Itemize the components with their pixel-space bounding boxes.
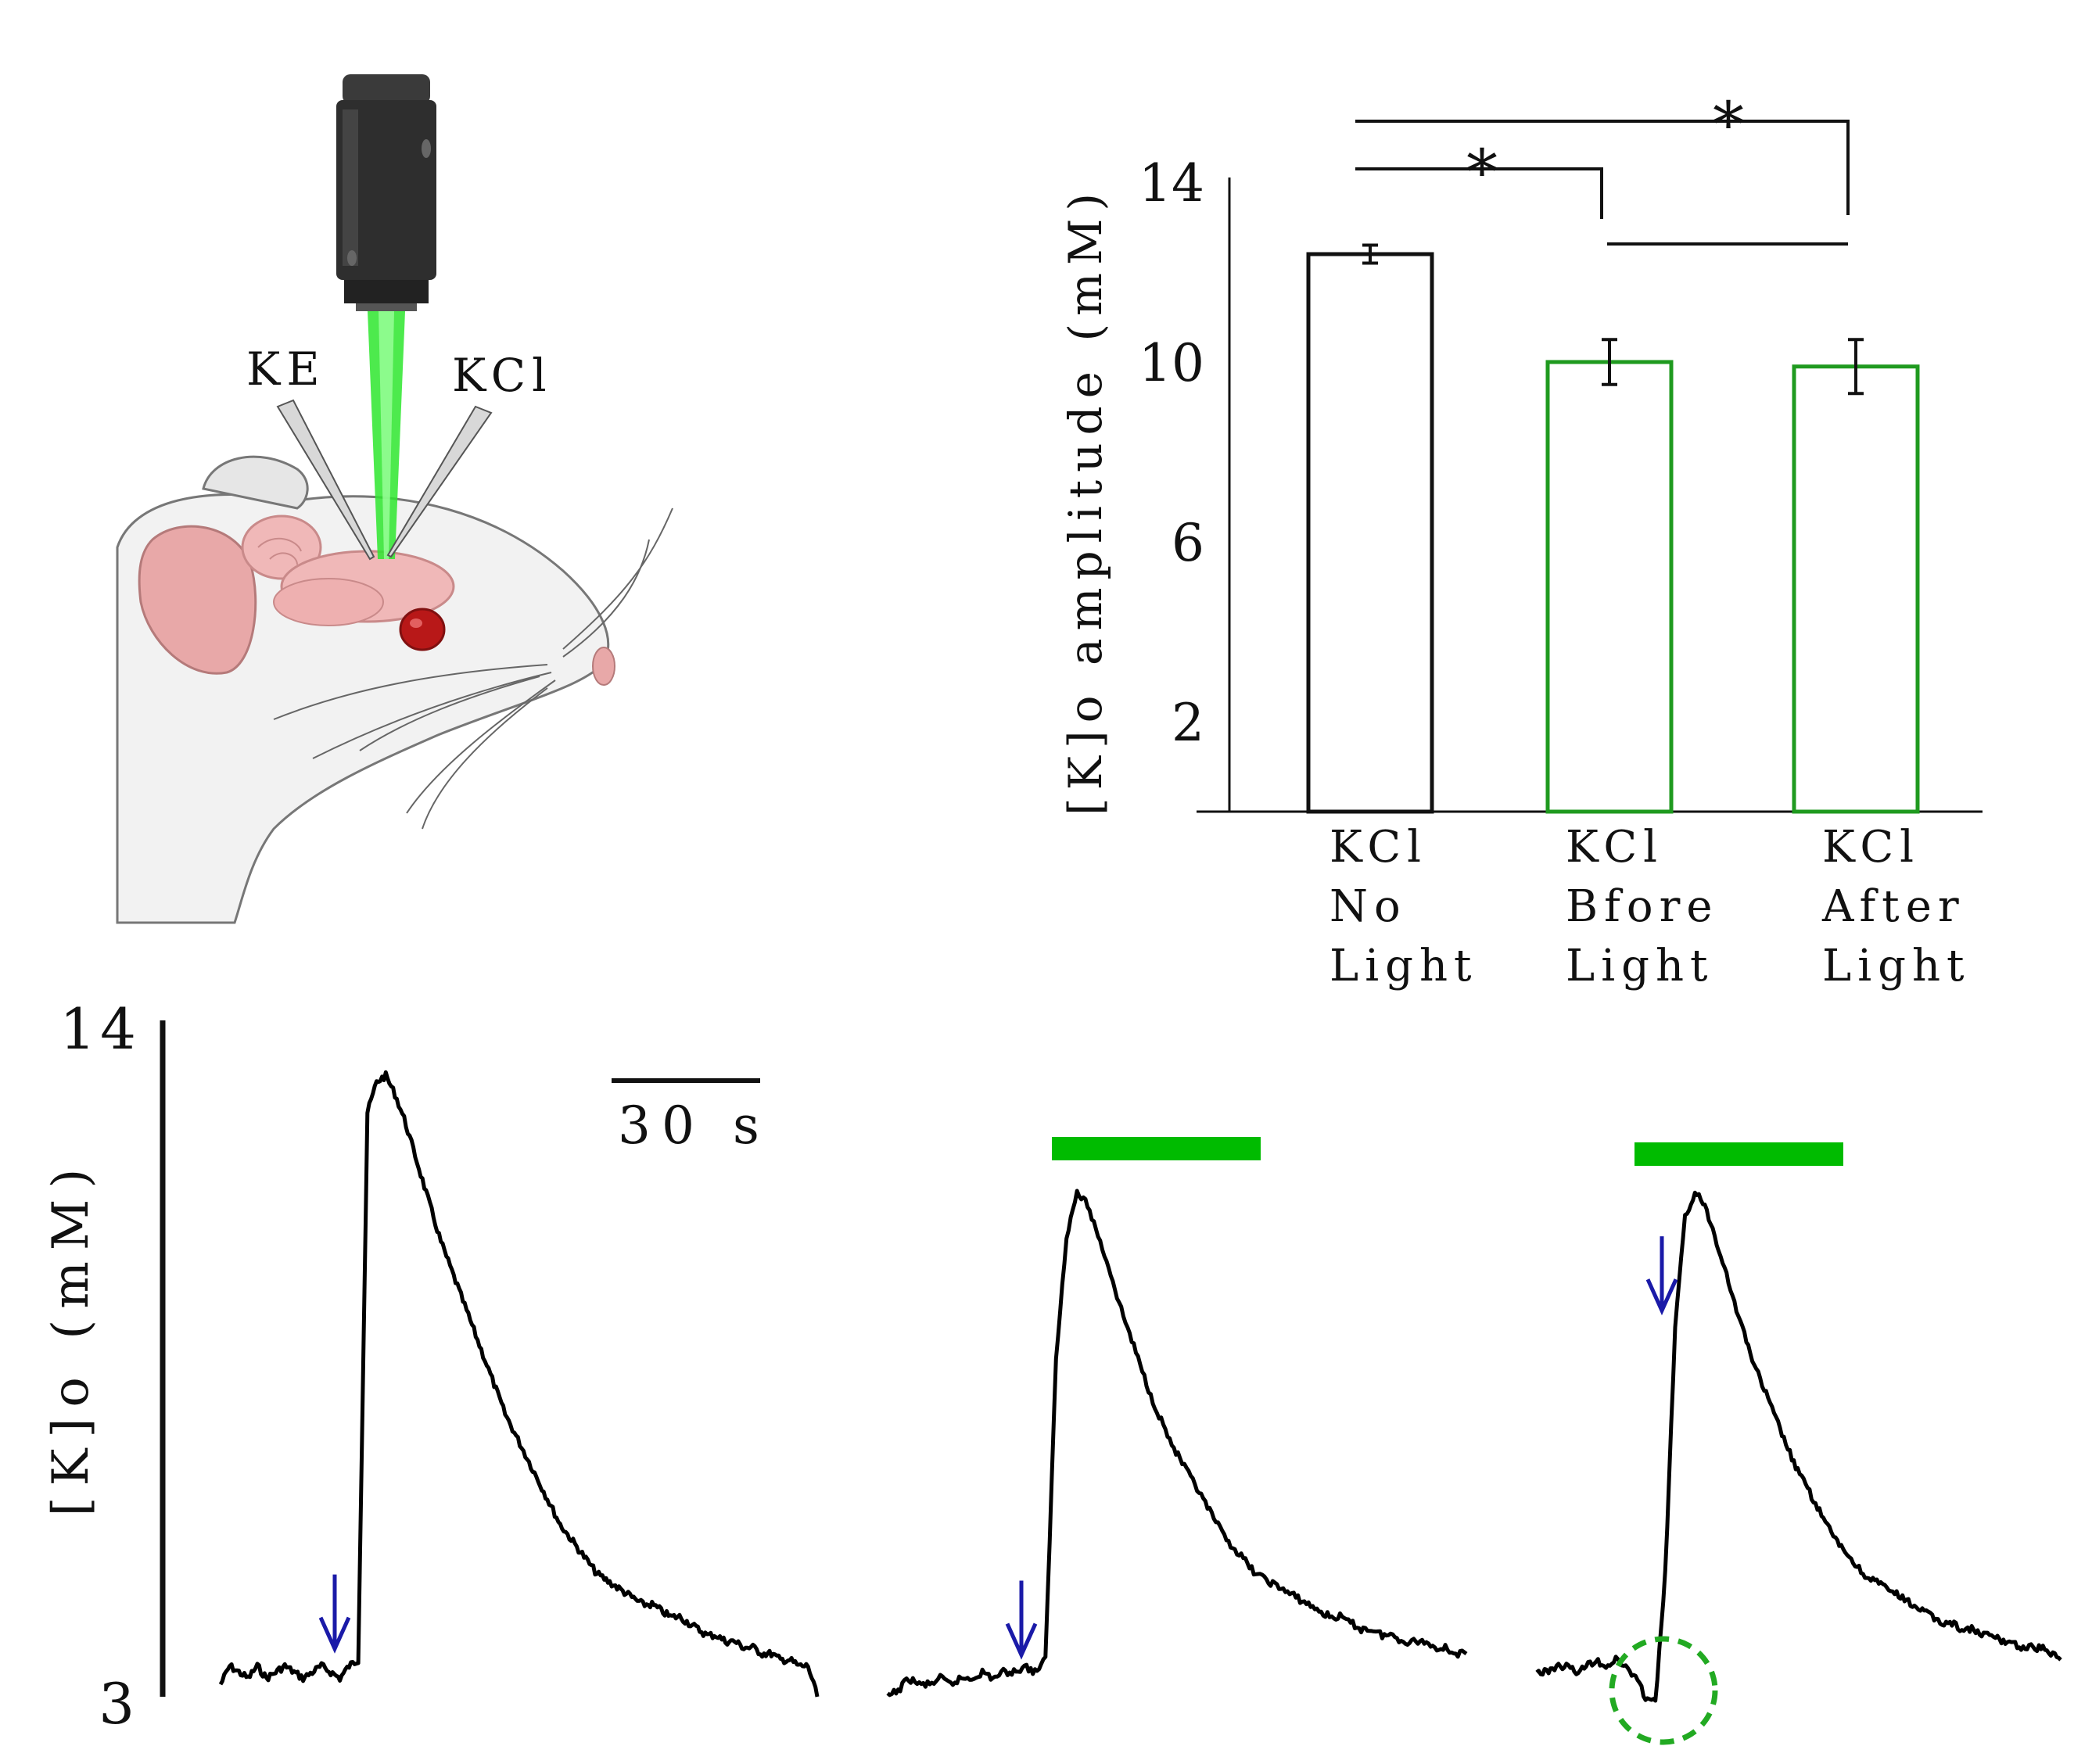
bar-category-label: Bfore xyxy=(1566,881,1719,932)
trace-line xyxy=(1535,1190,2062,1703)
rat-ear-back xyxy=(202,455,309,510)
bar-category-label: Light xyxy=(1329,941,1478,991)
kcl-label: KCl xyxy=(452,349,553,402)
dip-highlight-circle xyxy=(1609,1636,1718,1745)
rat-nose xyxy=(592,647,615,686)
scalebar-label: 30 s xyxy=(618,1095,770,1156)
rat-eye xyxy=(399,608,446,651)
bar-y-axis-label: [K]o amplitude (mM) xyxy=(1059,185,1112,816)
microscope-objective-icon xyxy=(336,74,436,311)
bar xyxy=(1545,360,1674,814)
bar xyxy=(1306,252,1434,814)
significance-star: * xyxy=(1713,88,1744,161)
bar-category-labels: KCl No Light KCl Bfore Light KCl After Light xyxy=(1329,822,1971,991)
bar-series xyxy=(1306,243,1920,814)
bar-category-label: Light xyxy=(1566,941,1714,991)
bar-y-axis: 2 6 10 14 xyxy=(1139,153,1231,812)
bar-category-label: KCl xyxy=(1566,822,1663,873)
bar-significance: ** xyxy=(1355,88,1850,246)
trace-y-axis: 3 14 xyxy=(59,996,166,1737)
bar-category-label: Light xyxy=(1822,941,1971,991)
ke-label: KE xyxy=(246,342,326,396)
bar-category-label: After xyxy=(1821,881,1965,932)
brain xyxy=(241,514,455,626)
bar-y-tick-label: 2 xyxy=(1172,693,1204,753)
bar-category-label: KCl xyxy=(1329,822,1427,873)
bar-category-label: KCl xyxy=(1822,822,1920,873)
bar-category-label: No xyxy=(1329,881,1407,932)
significance-star: * xyxy=(1466,136,1498,209)
light-stimulus-bar xyxy=(1052,1137,1261,1160)
bar-y-tick-label: 10 xyxy=(1139,333,1204,393)
trace-chart: 3 14 30 s [K]o (mM) xyxy=(42,996,2062,1745)
scalebar: 30 s xyxy=(612,1078,770,1156)
stimulus-arrow-head-icon xyxy=(1005,1622,1038,1660)
trace-stim-arrows xyxy=(318,1236,1718,1745)
trace-line xyxy=(218,1070,820,1698)
trace-y-tick-label: 14 xyxy=(59,996,141,1062)
significance-bracket xyxy=(1355,167,1603,219)
light-stimulus-bar xyxy=(1634,1142,1843,1166)
whiskers xyxy=(273,507,673,830)
bar xyxy=(1792,364,1920,814)
rat-ear xyxy=(138,525,257,675)
stimulus-arrow-head-icon xyxy=(1645,1278,1678,1316)
trace-y-tick-label: 3 xyxy=(99,1671,139,1737)
trace-lines xyxy=(218,1070,2062,1703)
stimulus-arrow-head-icon xyxy=(318,1616,351,1654)
bar-y-tick-label: 14 xyxy=(1139,153,1204,213)
ke-electrode xyxy=(276,399,375,561)
trace-line xyxy=(886,1189,1468,1698)
significance-bracket xyxy=(1355,120,1850,215)
trace-y-axis-label: [K]o (mM) xyxy=(42,1158,100,1517)
bar-y-tick-label: 6 xyxy=(1172,513,1204,573)
trace-light-bars xyxy=(1052,1137,1843,1166)
rat-illustration: KE KCl xyxy=(116,74,673,924)
kcl-electrode xyxy=(386,405,493,558)
